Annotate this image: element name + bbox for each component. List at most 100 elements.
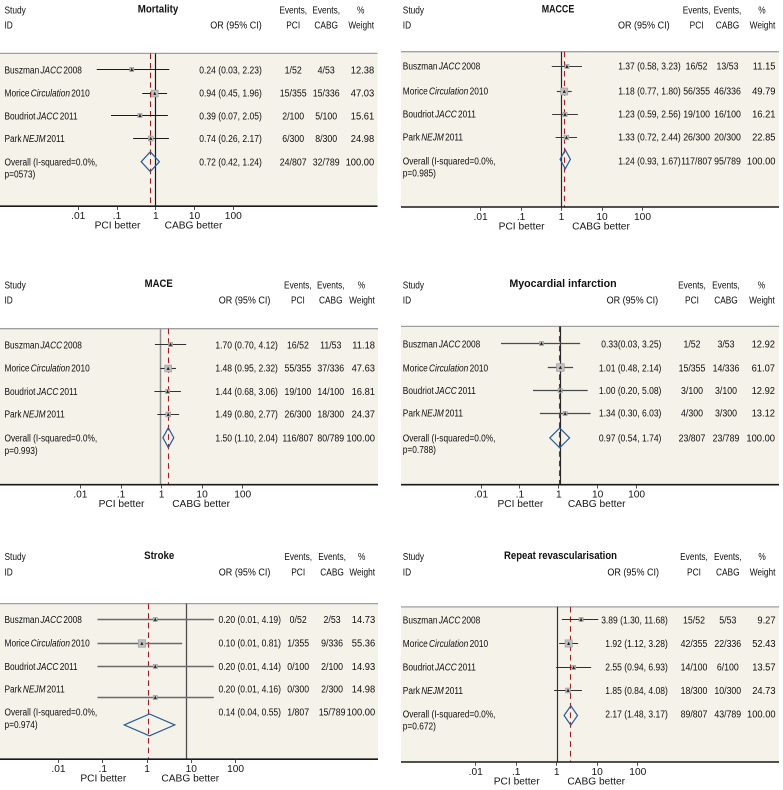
svg-text:Weight: Weight [750, 567, 776, 578]
svg-text:OR (95% CI): OR (95% CI) [219, 296, 271, 307]
svg-text:0/100: 0/100 [287, 662, 309, 673]
svg-text:JACC: JACC [438, 339, 461, 350]
svg-text:Study: Study [5, 280, 26, 291]
svg-text:Myocardial infarction: Myocardial infarction [509, 278, 616, 290]
svg-text:Overall (I-squared=0.0%,: Overall (I-squared=0.0%, [5, 158, 98, 169]
svg-text:2008: 2008 [462, 61, 481, 72]
svg-text:Circulation: Circulation [429, 363, 469, 374]
svg-text:p=0.985): p=0.985) [403, 169, 436, 180]
svg-text:Morice: Morice [403, 639, 428, 650]
svg-text:24.37: 24.37 [352, 409, 375, 420]
svg-text:JACC: JACC [438, 61, 461, 72]
svg-text:0.24 (0.03, 2.23): 0.24 (0.03, 2.23) [199, 65, 262, 76]
svg-text:ID: ID [403, 296, 411, 307]
svg-text:ID: ID [5, 567, 13, 578]
svg-text:Circulation: Circulation [429, 86, 469, 97]
svg-text:1.00 (0.20, 5.08): 1.00 (0.20, 5.08) [599, 386, 662, 397]
svg-text:ID: ID [403, 567, 411, 578]
svg-text:0.10 (0.01, 0.81): 0.10 (0.01, 0.81) [219, 639, 282, 650]
svg-text:CABG: CABG [716, 567, 740, 578]
svg-text:NEJM: NEJM [23, 685, 46, 696]
svg-text:OR (95% CI): OR (95% CI) [618, 21, 670, 32]
svg-text:13/53: 13/53 [717, 61, 739, 72]
svg-text:.01: .01 [51, 764, 65, 775]
svg-text:%: % [758, 552, 766, 563]
svg-text:100.00: 100.00 [346, 158, 375, 169]
svg-text:23/789: 23/789 [713, 434, 740, 445]
svg-text:117/807: 117/807 [681, 157, 712, 168]
svg-text:15/52: 15/52 [683, 615, 705, 626]
svg-text:Overall (I-squared=0.0%,: Overall (I-squared=0.0%, [403, 434, 496, 445]
svg-text:p=0573): p=0573) [5, 170, 36, 181]
svg-text:ID: ID [403, 21, 411, 32]
svg-text:JACC: JACC [434, 386, 457, 397]
svg-text:PCI better: PCI better [497, 499, 543, 510]
svg-text:9.27: 9.27 [757, 615, 775, 626]
svg-text:15/355: 15/355 [679, 363, 706, 374]
svg-text:1.18 (0.77, 1.80): 1.18 (0.77, 1.80) [618, 86, 681, 97]
svg-text:Events,: Events, [317, 280, 345, 291]
svg-text:15/789: 15/789 [319, 707, 346, 718]
svg-text:CABG better: CABG better [572, 222, 630, 233]
svg-text:Circulation: Circulation [31, 639, 71, 650]
svg-text:2010: 2010 [470, 363, 489, 374]
svg-text:Events,: Events, [714, 552, 742, 563]
svg-text:Park: Park [403, 409, 420, 420]
svg-text:Study: Study [403, 552, 424, 563]
svg-text:Overall (I-squared=0.0%,: Overall (I-squared=0.0%, [403, 710, 496, 721]
svg-text:PCI: PCI [690, 21, 704, 32]
svg-text:2011: 2011 [47, 685, 65, 696]
svg-text:1.23 (0.59, 2.56): 1.23 (0.59, 2.56) [618, 110, 681, 121]
svg-text:10: 10 [592, 767, 604, 778]
svg-text:CABG: CABG [716, 21, 740, 32]
svg-text:CABG better: CABG better [161, 774, 219, 785]
svg-text:2011: 2011 [458, 663, 476, 674]
svg-text:Boudriot: Boudriot [403, 386, 434, 397]
svg-text:2.17 (1.48, 3.17): 2.17 (1.48, 3.17) [605, 710, 668, 721]
svg-text:19/100: 19/100 [285, 387, 312, 398]
svg-text:NEJM: NEJM [421, 686, 444, 697]
svg-text:100: 100 [629, 767, 646, 778]
svg-text:2.55 (0.94, 6.93): 2.55 (0.94, 6.93) [605, 663, 668, 674]
svg-text:Events,: Events, [284, 280, 312, 291]
svg-text:1.44 (0.68, 3.06): 1.44 (0.68, 3.06) [215, 387, 278, 398]
svg-text:2011: 2011 [458, 386, 476, 397]
svg-text:Events,: Events, [318, 552, 346, 563]
svg-text:Mortality: Mortality [138, 3, 179, 15]
svg-text:100: 100 [227, 764, 244, 775]
svg-text:Morice: Morice [5, 639, 30, 650]
svg-text:CABG better: CABG better [567, 777, 625, 788]
svg-text:14.73: 14.73 [352, 615, 376, 626]
svg-text:.1: .1 [113, 211, 122, 222]
svg-text:23/807: 23/807 [679, 434, 706, 445]
svg-text:Park: Park [5, 685, 22, 696]
svg-text:16/52: 16/52 [686, 61, 708, 72]
svg-text:5/100: 5/100 [315, 111, 337, 122]
svg-text:10: 10 [196, 490, 208, 501]
svg-text:0.74 (0.26, 2.17): 0.74 (0.26, 2.17) [199, 134, 262, 145]
svg-text:22.85: 22.85 [752, 132, 776, 143]
svg-text:Repeat revascularisation: Repeat revascularisation [504, 550, 617, 562]
svg-text:15/336: 15/336 [313, 88, 340, 99]
svg-text:p=0.974): p=0.974) [5, 720, 38, 731]
svg-text:Weight: Weight [750, 21, 776, 32]
svg-text:0/300: 0/300 [287, 685, 309, 696]
svg-text:100.00: 100.00 [346, 434, 375, 445]
svg-text:.1: .1 [117, 490, 126, 501]
svg-text:1.50 (1.10, 2.04): 1.50 (1.10, 2.04) [215, 434, 278, 445]
svg-text:PCI: PCI [291, 567, 305, 578]
svg-text:10: 10 [186, 764, 198, 775]
svg-text:.01: .01 [73, 490, 87, 501]
svg-text:0.20 (0.01, 4.19): 0.20 (0.01, 4.19) [219, 615, 282, 626]
svg-text:6/100: 6/100 [717, 663, 739, 674]
svg-text:1: 1 [556, 490, 562, 501]
svg-text:2008: 2008 [462, 615, 481, 626]
svg-text:24.73: 24.73 [752, 686, 776, 697]
svg-text:p=0.788): p=0.788) [403, 445, 436, 456]
svg-text:1/807: 1/807 [287, 707, 309, 718]
svg-text:JACC: JACC [434, 663, 457, 674]
svg-text:Circulation: Circulation [31, 88, 71, 99]
svg-text:Morice: Morice [403, 86, 428, 97]
svg-text:2010: 2010 [470, 86, 489, 97]
svg-text:1.34 (0.30, 6.03): 1.34 (0.30, 6.03) [599, 409, 662, 420]
